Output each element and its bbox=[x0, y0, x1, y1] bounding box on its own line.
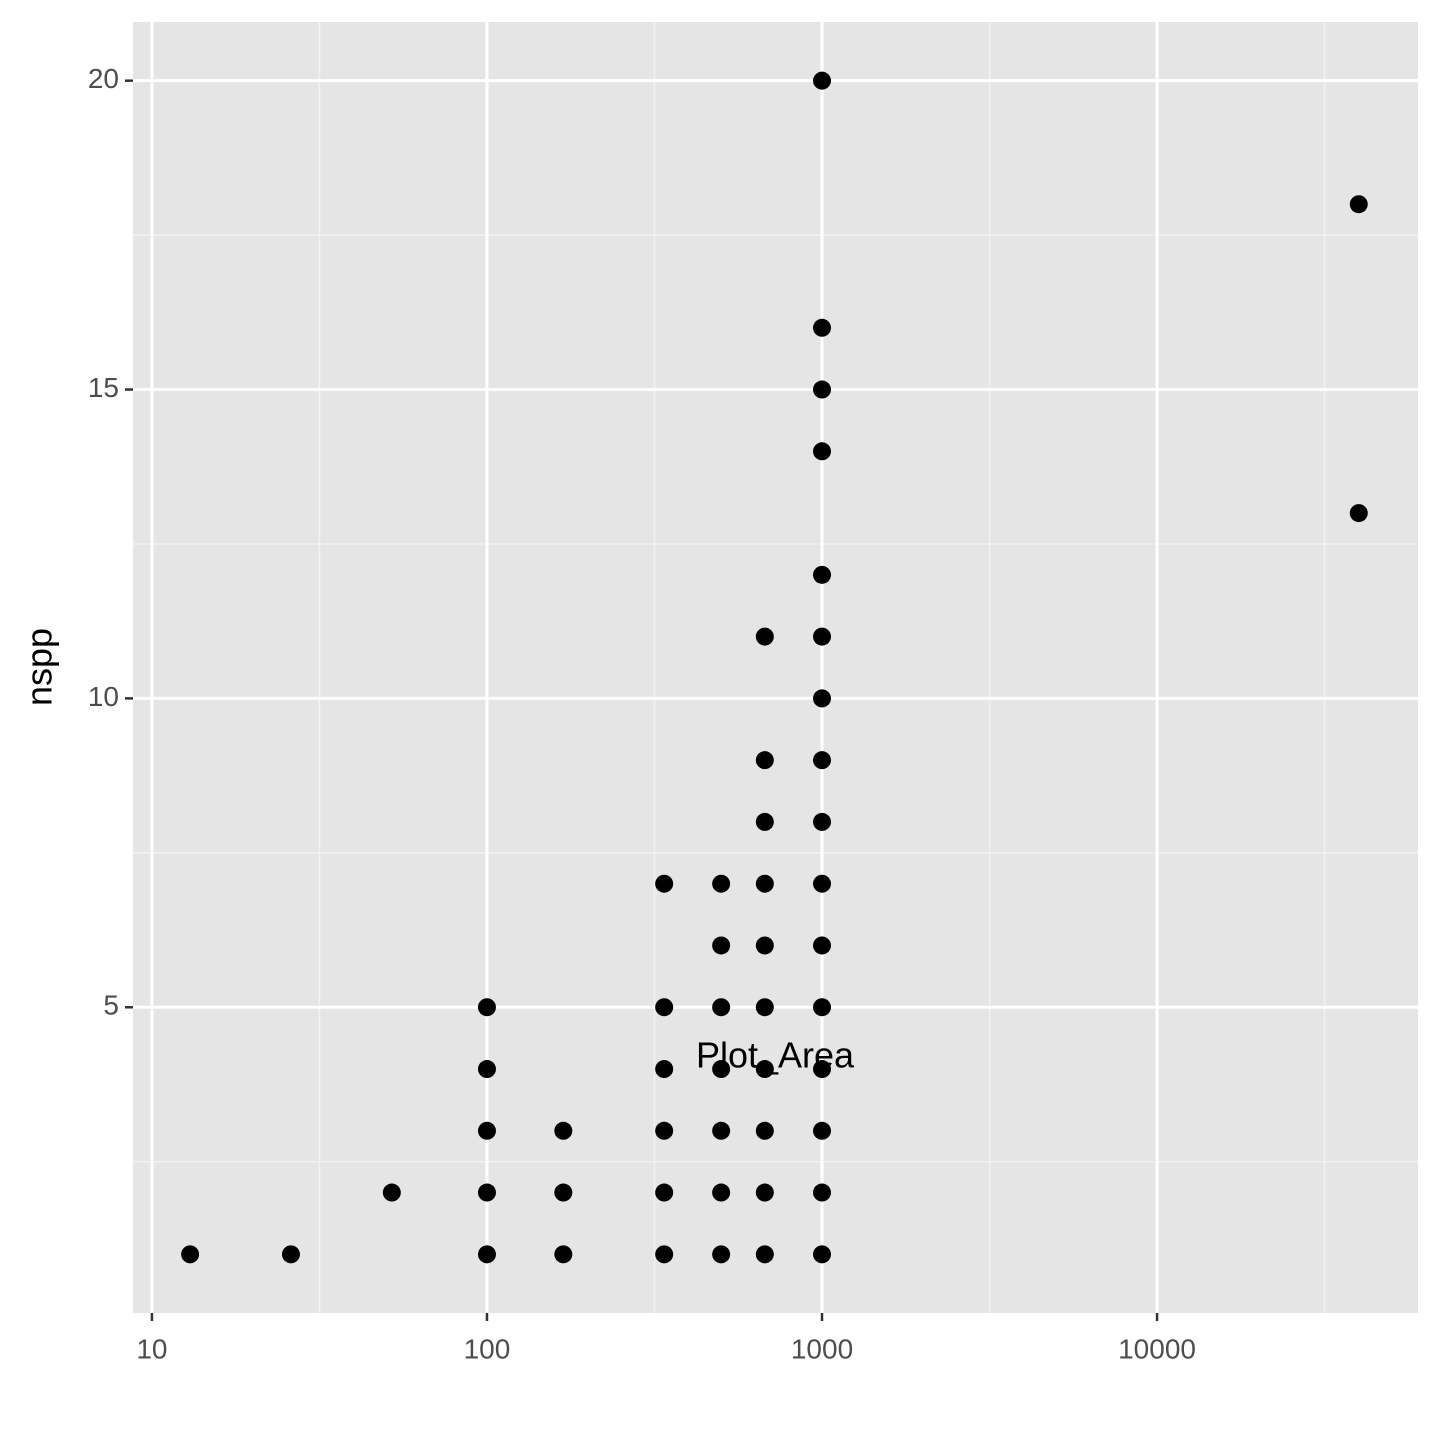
point bbox=[712, 998, 731, 1017]
y-tick-label: 5 bbox=[103, 990, 119, 1021]
points bbox=[181, 71, 1368, 1264]
point bbox=[755, 751, 774, 770]
point bbox=[813, 812, 832, 831]
panel bbox=[133, 22, 1418, 1313]
x-tick-label: 100 bbox=[464, 1333, 511, 1364]
point bbox=[813, 565, 832, 584]
point bbox=[655, 1245, 674, 1264]
point bbox=[655, 874, 674, 893]
point bbox=[382, 1183, 401, 1202]
point bbox=[813, 71, 832, 90]
point bbox=[1349, 195, 1368, 214]
point bbox=[477, 1245, 496, 1264]
y-tick-label: 10 bbox=[88, 681, 119, 712]
y-tick-label: 20 bbox=[88, 63, 119, 94]
point bbox=[755, 936, 774, 955]
point bbox=[181, 1245, 200, 1264]
point bbox=[755, 1121, 774, 1140]
point bbox=[813, 998, 832, 1017]
point bbox=[712, 874, 731, 893]
point bbox=[755, 1183, 774, 1202]
y-axis-title: nspp bbox=[19, 628, 60, 706]
point bbox=[813, 1245, 832, 1264]
point bbox=[712, 1121, 731, 1140]
y-tick-label: 15 bbox=[88, 372, 119, 403]
point bbox=[712, 1245, 731, 1264]
point bbox=[813, 689, 832, 708]
point bbox=[755, 1060, 774, 1079]
point bbox=[655, 1183, 674, 1202]
point bbox=[554, 1183, 573, 1202]
point bbox=[755, 627, 774, 646]
x-axis-title: Plot_Area bbox=[696, 1035, 855, 1076]
point bbox=[813, 1121, 832, 1140]
point bbox=[477, 998, 496, 1017]
x-tick-label: 10 bbox=[136, 1333, 167, 1364]
x-tick-label: 1000 bbox=[791, 1333, 853, 1364]
point bbox=[712, 1060, 731, 1079]
point bbox=[813, 874, 832, 893]
point bbox=[655, 1060, 674, 1079]
point bbox=[554, 1245, 573, 1264]
point bbox=[813, 627, 832, 646]
point bbox=[477, 1183, 496, 1202]
point bbox=[554, 1121, 573, 1140]
point bbox=[281, 1245, 300, 1264]
point bbox=[813, 1183, 832, 1202]
point bbox=[755, 998, 774, 1017]
point bbox=[1349, 504, 1368, 523]
grid bbox=[133, 22, 1418, 1313]
point bbox=[712, 1183, 731, 1202]
point bbox=[813, 380, 832, 399]
point bbox=[712, 936, 731, 955]
point bbox=[655, 1121, 674, 1140]
point bbox=[477, 1060, 496, 1079]
point bbox=[813, 1060, 832, 1079]
point bbox=[755, 1245, 774, 1264]
point bbox=[813, 318, 832, 337]
point bbox=[477, 1121, 496, 1140]
point bbox=[813, 751, 832, 770]
point bbox=[813, 936, 832, 955]
point bbox=[813, 442, 832, 461]
point bbox=[655, 998, 674, 1017]
point bbox=[755, 812, 774, 831]
point bbox=[755, 874, 774, 893]
x-tick-label: 10000 bbox=[1118, 1333, 1196, 1364]
